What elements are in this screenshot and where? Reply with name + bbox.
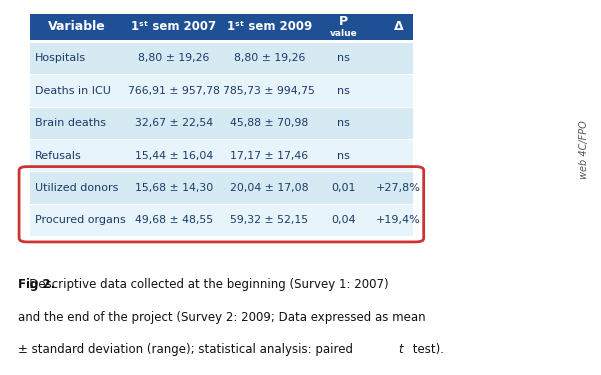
Text: ns: ns [337,86,350,96]
Bar [29,108,413,139]
Text: 1ˢᵗ sem 2007: 1ˢᵗ sem 2007 [132,20,216,33]
Text: value: value [330,29,358,38]
Text: 0,04: 0,04 [332,216,356,225]
Text: Hospitals: Hospitals [35,53,86,63]
Text: 0,01: 0,01 [332,183,356,193]
Text: Variable: Variable [48,20,106,33]
Text: 8,80 ± 19,26: 8,80 ± 19,26 [138,53,210,63]
Text: and the end of the project (Survey 2: 2009; Data expressed as mean: and the end of the project (Survey 2: 20… [18,311,426,324]
Text: 59,32 ± 52,15: 59,32 ± 52,15 [230,216,308,225]
Text: 15,44 ± 16,04: 15,44 ± 16,04 [135,151,213,160]
Text: 20,04 ± 17,08: 20,04 ± 17,08 [230,183,308,193]
Text: ns: ns [337,118,350,128]
Text: 1ˢᵗ sem 2009: 1ˢᵗ sem 2009 [227,20,312,33]
Text: +19,4%: +19,4% [376,216,421,225]
Text: 785,73 ± 994,75: 785,73 ± 994,75 [224,86,315,96]
Text: P: P [339,15,349,28]
Text: ± standard deviation (range); statistical analysis: paired: ± standard deviation (range); statistica… [18,343,357,356]
Text: web 4C/FPO: web 4C/FPO [579,121,589,179]
Text: Descriptive data collected at the beginning (Survey 1: 2007): Descriptive data collected at the beginn… [18,278,389,291]
Text: Brain deaths: Brain deaths [35,118,106,128]
Text: Utilized donors: Utilized donors [35,183,118,193]
Text: 15,68 ± 14,30: 15,68 ± 14,30 [135,183,213,193]
Text: Deaths in ICU: Deaths in ICU [35,86,111,96]
Text: ns: ns [337,53,350,63]
Bar [29,75,413,106]
Bar [29,172,413,204]
Text: test).: test). [409,343,444,356]
Text: 45,88 ± 70,98: 45,88 ± 70,98 [230,118,308,128]
Text: Δ: Δ [394,20,403,33]
Text: 32,67 ± 22,54: 32,67 ± 22,54 [135,118,213,128]
Text: Fig 2.: Fig 2. [18,278,55,291]
Bar [29,205,413,236]
Bar [29,14,413,40]
Text: 8,80 ± 19,26: 8,80 ± 19,26 [234,53,305,63]
Text: 49,68 ± 48,55: 49,68 ± 48,55 [135,216,213,225]
Text: 17,17 ± 17,46: 17,17 ± 17,46 [230,151,308,160]
Text: t: t [398,343,403,356]
Text: Refusals: Refusals [35,151,82,160]
Text: +27,8%: +27,8% [376,183,421,193]
Bar [29,43,413,74]
Text: ns: ns [337,151,350,160]
Bar [29,140,413,171]
Text: Procured organs: Procured organs [35,216,126,225]
Text: 766,91 ± 957,78: 766,91 ± 957,78 [128,86,220,96]
